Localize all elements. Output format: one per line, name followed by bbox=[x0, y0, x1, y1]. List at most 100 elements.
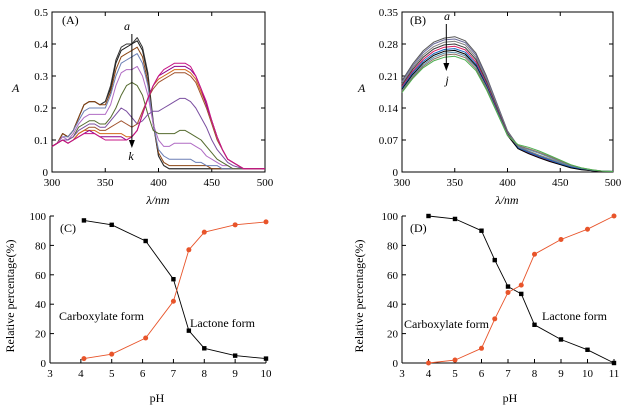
panel-b-arrow-head bbox=[443, 63, 450, 71]
panel-a-y-tick-label: 0 bbox=[43, 167, 49, 179]
data-point-d-carboxylate bbox=[558, 337, 564, 342]
series-line-c-lactone bbox=[83, 221, 267, 360]
panel-b-y-tick-label: 0.07 bbox=[379, 135, 399, 147]
series-line-b-h bbox=[401, 51, 614, 172]
panel-b-x-tick-label: 350 bbox=[447, 177, 464, 189]
data-point-c-lactone bbox=[186, 247, 192, 253]
data-point-c-lactone bbox=[201, 229, 207, 235]
panel-b: (B) A λ/nm a j 300 350 400 450 500 0 0.07 0.14 0… bbox=[357, 7, 622, 207]
data-point-d-lactone bbox=[505, 289, 511, 295]
panel-c-x-tick-label: 8 bbox=[202, 368, 208, 380]
series-line-b-j bbox=[401, 55, 614, 172]
panel-c-y-tick-label: 80 bbox=[35, 240, 47, 252]
data-point-d-carboxylate bbox=[532, 322, 537, 327]
panel-b-xlabel: λ/nm bbox=[494, 193, 519, 207]
panel-d-y-tick-label: 20 bbox=[387, 329, 399, 341]
panel-a-y-tick-label: 0.3 bbox=[34, 71, 48, 83]
series-line-a-e bbox=[51, 65, 265, 170]
panel-a-x-tick-label: 500 bbox=[257, 177, 274, 189]
panel-b-x-tick-label: 400 bbox=[499, 177, 516, 189]
data-point-c-lactone bbox=[143, 335, 149, 341]
panel-b-y-tick-label: 0.28 bbox=[379, 39, 399, 51]
data-point-d-carboxylate bbox=[492, 257, 497, 263]
data-point-d-carboxylate bbox=[505, 284, 511, 289]
series-line-a-h bbox=[51, 72, 265, 170]
panel-a-x-tick-label: 400 bbox=[150, 177, 167, 189]
panel-a-y-tick-label: 0.1 bbox=[34, 135, 48, 147]
panel-c-y-tick-label: 60 bbox=[35, 270, 47, 282]
panel-d-ylabel: Relative percentage(%) bbox=[352, 240, 366, 353]
data-point-c-carboxylate bbox=[186, 328, 192, 333]
data-point-d-lactone bbox=[426, 360, 431, 366]
panel-d-y-tick-label: 0 bbox=[393, 358, 399, 370]
panel-c-ylabel: Relative percentage(%) bbox=[3, 240, 17, 353]
panel-b-y-tick-label: 0 bbox=[393, 167, 399, 179]
data-point-d-carboxylate bbox=[585, 347, 590, 352]
panel-b-y-tick-label: 0.35 bbox=[379, 7, 399, 19]
series-line-d-carboxylate bbox=[428, 215, 615, 364]
panel-a-x-tick-label: 300 bbox=[44, 177, 61, 189]
panel-d-x-tick-label: 4 bbox=[426, 368, 432, 380]
data-point-d-carboxylate bbox=[479, 228, 484, 233]
panel-b-x-tick-label: 300 bbox=[394, 177, 411, 189]
panel-a-arrow-end-label: k bbox=[128, 149, 134, 163]
panel-a-y-tick-label: 0.2 bbox=[34, 103, 48, 115]
data-point-d-lactone bbox=[532, 251, 537, 257]
panel-a-ylabel: A bbox=[11, 81, 20, 95]
panel-c-x-tick-label: 7 bbox=[171, 368, 177, 380]
series-line-b-d bbox=[401, 43, 614, 172]
panel-d-carboxylate-annotation: Carboxylate form bbox=[404, 317, 490, 331]
data-point-c-lactone bbox=[170, 298, 176, 304]
data-point-c-carboxylate bbox=[263, 356, 269, 361]
data-point-c-carboxylate bbox=[109, 222, 114, 228]
panel-d-y-tick-label: 60 bbox=[387, 270, 399, 282]
series-line-a-g bbox=[51, 97, 265, 170]
panel-a-xlabel: λ/nm bbox=[145, 193, 170, 207]
panel-d-x-tick-label: 3 bbox=[399, 368, 405, 380]
panel-b-frame bbox=[401, 11, 614, 173]
data-point-c-carboxylate bbox=[232, 353, 238, 358]
data-point-d-carboxylate bbox=[611, 360, 617, 366]
panel-b-arrow-start-label: a bbox=[444, 9, 450, 23]
data-point-d-lactone bbox=[611, 213, 617, 219]
panel-c-x-tick-label: 6 bbox=[140, 368, 146, 380]
panel-c-x-tick-label: 4 bbox=[78, 368, 84, 380]
data-point-d-lactone bbox=[558, 237, 564, 243]
panel-c-y-tick-label: 100 bbox=[30, 211, 47, 223]
data-point-c-lactone bbox=[232, 222, 238, 228]
series-line-b-g bbox=[401, 49, 613, 172]
panel-c-y-tick-label: 20 bbox=[35, 329, 47, 341]
series-line-a-k bbox=[51, 62, 265, 170]
series-line-a-c bbox=[51, 46, 265, 170]
series-line-a-d bbox=[51, 53, 265, 170]
series-line-b-f bbox=[401, 48, 614, 172]
panel-d-xlabel: pH bbox=[503, 391, 518, 405]
data-point-c-carboxylate bbox=[171, 277, 176, 282]
panel-a-arrow-start-label: a bbox=[124, 19, 130, 33]
panel-a: (A) A λ/nm a k 300 350 400 450 500 0 0.1 0.2 0.3… bbox=[11, 7, 274, 207]
panel-d-x-tick-label: 7 bbox=[505, 368, 511, 380]
data-point-d-lactone bbox=[518, 282, 524, 288]
series-line-d-lactone bbox=[428, 215, 615, 364]
panel-b-arrow-end-label: j bbox=[443, 73, 449, 87]
panel-c-carboxylate-annotation: Carboxylate form bbox=[59, 309, 145, 323]
data-point-c-lactone bbox=[109, 351, 115, 357]
data-point-d-lactone bbox=[479, 345, 484, 351]
panel-c-x-tick-label: 3 bbox=[47, 368, 53, 380]
panel-c-lactone-annotation: Lactone form bbox=[190, 316, 256, 330]
panel-d-x-tick-label: 11 bbox=[609, 368, 620, 380]
data-point-c-carboxylate bbox=[81, 218, 87, 223]
panel-a-label: (A) bbox=[62, 13, 79, 27]
panel-b-label: (B) bbox=[410, 13, 426, 27]
data-point-d-lactone bbox=[492, 316, 498, 322]
panel-d-x-tick-label: 9 bbox=[558, 368, 564, 380]
data-point-d-carboxylate bbox=[519, 291, 524, 297]
panel-a-x-tick-label: 350 bbox=[97, 177, 114, 189]
panel-d-label: (D) bbox=[410, 221, 427, 235]
panel-c: (C) Relative percentage(%) pH Carboxylat… bbox=[3, 211, 272, 405]
panel-a-x-tick-label: 450 bbox=[204, 177, 221, 189]
panel-a-arrow-head bbox=[128, 140, 135, 148]
panel-d-x-tick-label: 5 bbox=[452, 368, 458, 380]
panel-d-y-tick-label: 40 bbox=[387, 299, 399, 311]
